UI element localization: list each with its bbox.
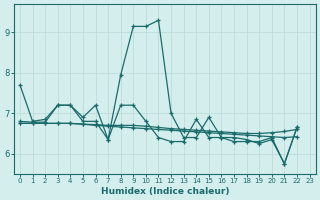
X-axis label: Humidex (Indice chaleur): Humidex (Indice chaleur) — [100, 187, 229, 196]
